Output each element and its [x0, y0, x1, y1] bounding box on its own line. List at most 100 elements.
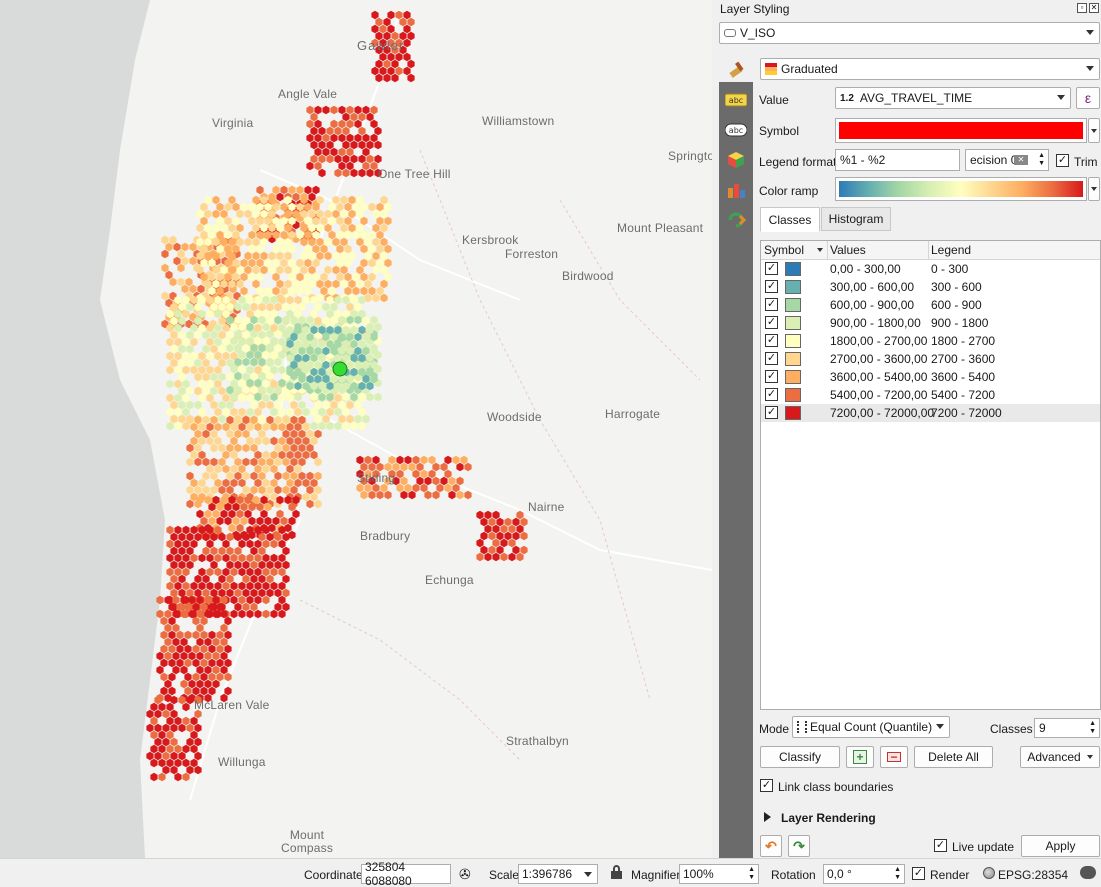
messages-icon[interactable] — [1080, 866, 1096, 879]
coordinate-input[interactable]: 325804 6088080 — [361, 860, 451, 887]
class-values[interactable]: 0,00 - 300,00 — [830, 262, 901, 276]
class-values[interactable]: 900,00 - 1800,00 — [830, 316, 921, 330]
mouse-extents-icon[interactable]: ✇ — [459, 866, 471, 882]
close-icon[interactable]: ✕ — [1089, 3, 1099, 13]
tool-3d-view[interactable] — [724, 148, 748, 172]
tool-history[interactable] — [724, 208, 748, 232]
tool-labels[interactable]: abc — [724, 88, 748, 112]
lock-icon[interactable] — [611, 865, 622, 879]
class-legend[interactable]: 300 - 600 — [931, 280, 982, 294]
symbol-menu-button[interactable] — [1088, 118, 1100, 143]
mode-combo[interactable]: Equal Count (Quantile) — [792, 716, 950, 738]
color-ramp-menu-button[interactable] — [1088, 177, 1100, 201]
add-class-button[interactable]: + — [846, 746, 874, 768]
tool-symbology[interactable] — [719, 56, 755, 82]
class-values[interactable]: 1800,00 - 2700,00 — [830, 334, 928, 348]
tab-histogram[interactable]: Histogram — [821, 207, 891, 231]
expand-arrow-icon[interactable] — [764, 812, 771, 822]
class-symbol-swatch[interactable] — [785, 280, 801, 294]
class-values[interactable]: 300,00 - 600,00 — [830, 280, 915, 294]
class-row[interactable]: ✓ 1800,00 - 2700,00 1800 - 2700 — [761, 332, 1100, 350]
class-values[interactable]: 5400,00 - 7200,00 — [830, 388, 928, 402]
class-visible-checkbox[interactable]: ✓ — [765, 370, 778, 383]
spin-arrows-icon[interactable]: ▲ ▼ — [1089, 720, 1096, 735]
col-legend[interactable]: Legend — [931, 243, 972, 257]
magnifier-spinbox[interactable]: 100% ▲ ▼ — [679, 864, 759, 884]
class-legend[interactable]: 1800 - 2700 — [931, 334, 996, 348]
class-row[interactable]: ✓ 3600,00 - 5400,00 3600 - 5400 — [761, 368, 1100, 386]
col-symbol[interactable]: Symbol — [764, 243, 805, 257]
class-legend[interactable]: 3600 - 5400 — [931, 370, 996, 384]
remove-class-button[interactable]: − — [880, 746, 908, 768]
class-visible-checkbox[interactable]: ✓ — [765, 262, 778, 275]
undo-button[interactable]: ↶ — [760, 835, 782, 857]
class-visible-checkbox[interactable]: ✓ — [765, 406, 778, 419]
tool-masks[interactable]: abc — [724, 118, 748, 142]
class-visible-checkbox[interactable]: ✓ — [765, 388, 778, 401]
classes-spinbox[interactable]: 9 ▲ ▼ — [1034, 718, 1100, 738]
clear-icon[interactable]: ✕ — [1014, 155, 1028, 165]
map-canvas[interactable]: Gawler Angle Vale Virginia Williamstown … — [0, 0, 712, 858]
spin-arrows-icon[interactable]: ▲ ▼ — [1038, 152, 1045, 167]
legend-format-input[interactable]: %1 - %2 — [835, 149, 960, 171]
delete-all-button[interactable]: Delete All — [914, 746, 993, 768]
spin-arrows-icon[interactable]: ▲ ▼ — [748, 866, 755, 881]
float-icon[interactable]: ▫ — [1077, 3, 1087, 13]
layer-rendering-label[interactable]: Layer Rendering — [781, 811, 876, 825]
class-legend[interactable]: 7200 - 72000 — [931, 406, 1002, 420]
value-field-combo[interactable]: 1.2 AVG_TRAVEL_TIME — [835, 87, 1071, 109]
classes-table[interactable]: Symbol Values Legend ✓ 0,00 - 300,00 0 - 3… — [760, 240, 1101, 710]
class-visible-checkbox[interactable]: ✓ — [765, 280, 778, 293]
advanced-button[interactable]: Advanced — [1020, 746, 1100, 768]
class-symbol-swatch[interactable] — [785, 298, 801, 312]
class-symbol-swatch[interactable] — [785, 334, 801, 348]
class-row[interactable]: ✓ 300,00 - 600,00 300 - 600 — [761, 278, 1100, 296]
symbol-button[interactable] — [835, 118, 1087, 143]
precision-spinbox[interactable]: ecision 0 ✕ ▲ ▼ — [965, 149, 1049, 171]
class-visible-checkbox[interactable]: ✓ — [765, 334, 778, 347]
renderer-combo[interactable]: Graduated — [760, 58, 1100, 80]
class-legend[interactable]: 5400 - 7200 — [931, 388, 996, 402]
class-legend[interactable]: 600 - 900 — [931, 298, 982, 312]
layer-combo[interactable]: V_ISO — [719, 22, 1100, 44]
class-values[interactable]: 7200,00 - 72000,00 — [830, 406, 935, 420]
class-visible-checkbox[interactable]: ✓ — [765, 352, 778, 365]
class-visible-checkbox[interactable]: ✓ — [765, 316, 778, 329]
class-row[interactable]: ✓ 2700,00 - 3600,00 2700 - 3600 — [761, 350, 1100, 368]
class-legend[interactable]: 900 - 1800 — [931, 316, 989, 330]
class-legend[interactable]: 2700 - 3600 — [931, 352, 996, 366]
class-row[interactable]: ✓ 7200,00 - 72000,00 7200 - 72000 — [761, 404, 1100, 422]
class-values[interactable]: 3600,00 - 5400,00 — [830, 370, 928, 384]
class-symbol-swatch[interactable] — [785, 262, 801, 276]
tool-diagrams[interactable] — [724, 178, 748, 202]
col-values[interactable]: Values — [830, 243, 866, 257]
rotation-spinbox[interactable]: 0,0 ° ▲ ▼ — [823, 864, 905, 884]
class-row[interactable]: ✓ 900,00 - 1800,00 900 - 1800 — [761, 314, 1100, 332]
link-boundaries-checkbox[interactable]: ✓ — [760, 779, 773, 792]
tab-classes[interactable]: Classes — [760, 207, 820, 232]
class-row[interactable]: ✓ 0,00 - 300,00 0 - 300 — [761, 260, 1100, 278]
class-legend[interactable]: 0 - 300 — [931, 262, 969, 276]
classify-button[interactable]: Classify — [760, 746, 840, 768]
class-values[interactable]: 2700,00 - 3600,00 — [830, 352, 928, 366]
live-update-checkbox[interactable]: ✓ — [934, 839, 947, 852]
class-row[interactable]: ✓ 5400,00 - 7200,00 5400 - 7200 — [761, 386, 1100, 404]
color-ramp-button[interactable] — [835, 177, 1087, 201]
class-symbol-swatch[interactable] — [785, 406, 801, 420]
trim-checkbox[interactable]: ✓ — [1056, 154, 1069, 167]
render-checkbox[interactable]: ✓ — [912, 867, 925, 880]
class-symbol-swatch[interactable] — [785, 352, 801, 366]
class-row[interactable]: ✓ 600,00 - 900,00 600 - 900 — [761, 296, 1100, 314]
class-symbol-swatch[interactable] — [785, 388, 801, 402]
class-values[interactable]: 600,00 - 900,00 — [830, 298, 915, 312]
redo-button[interactable]: ↷ — [788, 835, 810, 857]
class-visible-checkbox[interactable]: ✓ — [765, 298, 778, 311]
apply-button[interactable]: Apply — [1021, 835, 1100, 857]
class-symbol-swatch[interactable] — [785, 370, 801, 384]
expression-button[interactable]: ε — [1076, 87, 1100, 109]
scale-combo[interactable]: 1:396786 — [518, 864, 598, 884]
class-symbol-swatch[interactable] — [785, 316, 801, 330]
globe-icon[interactable] — [983, 867, 995, 879]
spin-arrows-icon[interactable]: ▲ ▼ — [894, 866, 901, 881]
panel-splitter[interactable] — [712, 0, 718, 858]
